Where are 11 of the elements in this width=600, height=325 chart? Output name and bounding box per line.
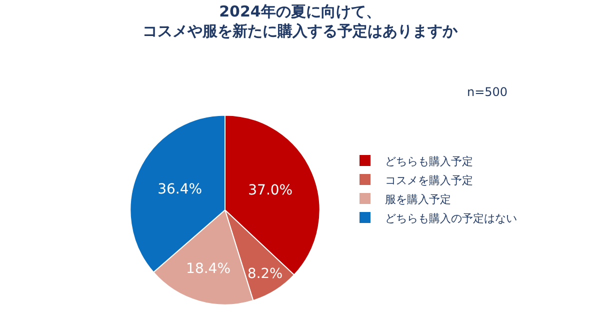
data-label: 8.2% bbox=[248, 266, 283, 282]
legend-label: 服を購入予定 bbox=[385, 192, 451, 206]
text: n=500 bbox=[467, 85, 508, 99]
legend-label: コスメを購入予定 bbox=[385, 174, 473, 187]
chart-title: 2024年の夏に向けて、 bbox=[219, 2, 381, 20]
legend-label: どちらも購入予定 bbox=[385, 154, 473, 168]
chart-subtitle: コスメや服を新たに購入する予定はありますか bbox=[142, 22, 458, 40]
data-label: 18.4% bbox=[186, 260, 231, 277]
legend-label: どちらも購入の予定はない bbox=[385, 212, 517, 225]
data-label: 36.4% bbox=[158, 181, 202, 198]
data-label: 37.0% bbox=[248, 182, 293, 198]
